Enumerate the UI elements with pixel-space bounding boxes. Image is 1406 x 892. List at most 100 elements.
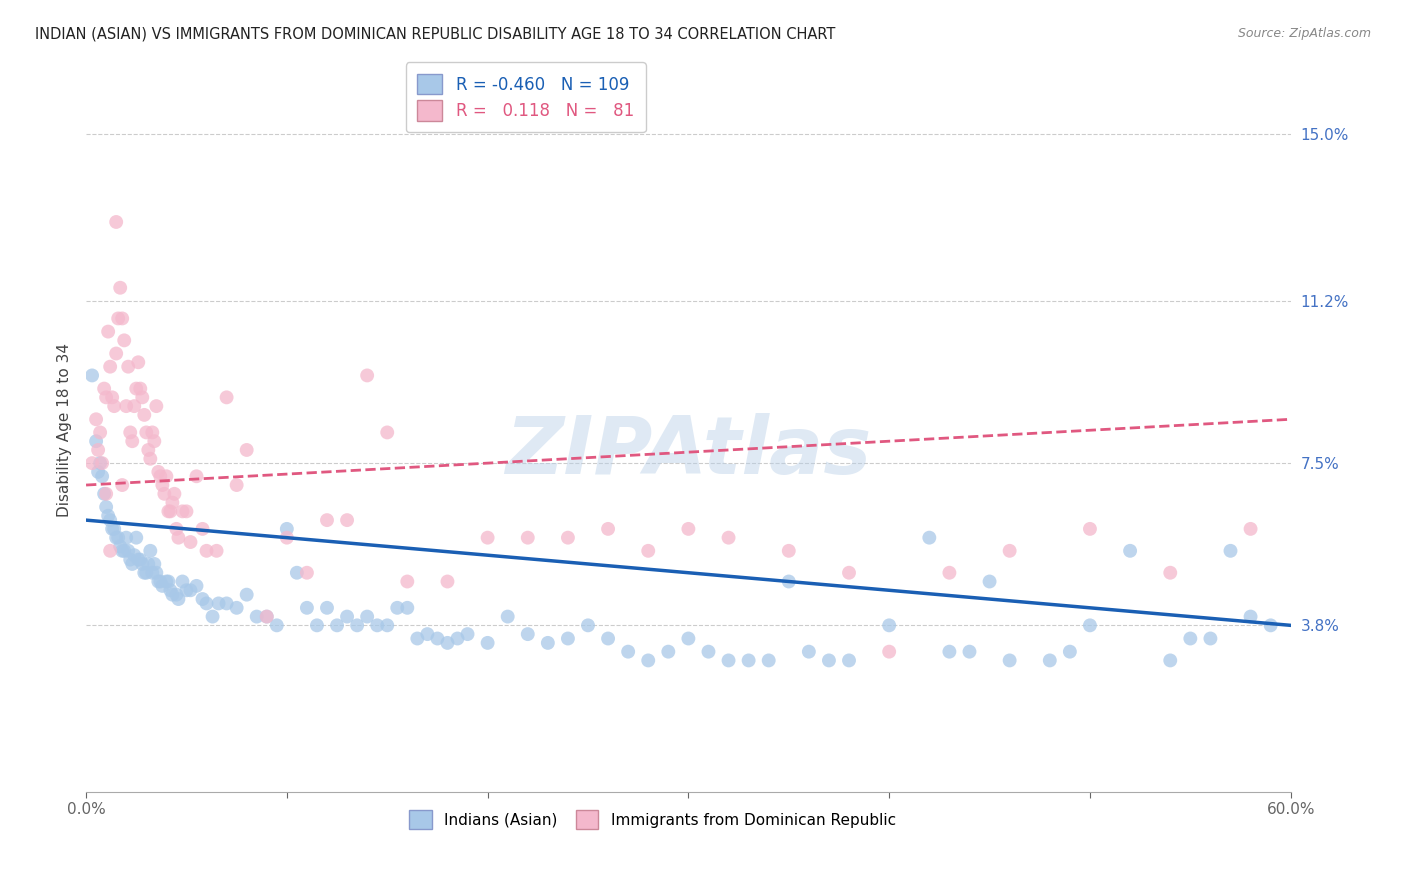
Text: INDIAN (ASIAN) VS IMMIGRANTS FROM DOMINICAN REPUBLIC DISABILITY AGE 18 TO 34 COR: INDIAN (ASIAN) VS IMMIGRANTS FROM DOMINI…: [35, 27, 835, 42]
Point: [148, 465, 170, 479]
Point: [135, 425, 157, 440]
Point: [94, 390, 117, 404]
Point: [139, 544, 162, 558]
Point: [143, 557, 166, 571]
Point: [149, 469, 172, 483]
Point: [316, 513, 339, 527]
Point: [122, 548, 145, 562]
Point: [150, 478, 173, 492]
Point: [557, 632, 579, 646]
Point: [93, 487, 115, 501]
Point: [406, 632, 429, 646]
Point: [205, 544, 228, 558]
Point: [1078, 522, 1101, 536]
Point: [125, 531, 148, 545]
Point: [143, 434, 166, 449]
Point: [356, 609, 378, 624]
Point: [838, 566, 860, 580]
Point: [155, 469, 177, 483]
Point: [157, 574, 180, 589]
Point: [877, 645, 900, 659]
Point: [215, 596, 238, 610]
Point: [336, 609, 359, 624]
Point: [201, 609, 224, 624]
Point: [121, 557, 143, 571]
Point: [98, 359, 121, 374]
Point: [148, 574, 170, 589]
Point: [179, 535, 201, 549]
Point: [112, 544, 135, 558]
Text: Source: ZipAtlas.com: Source: ZipAtlas.com: [1237, 27, 1371, 40]
Point: [111, 311, 134, 326]
Point: [295, 566, 318, 580]
Point: [998, 544, 1021, 558]
Point: [165, 588, 187, 602]
Point: [356, 368, 378, 383]
Point: [758, 653, 780, 667]
Point: [1239, 609, 1261, 624]
Point: [195, 544, 218, 558]
Point: [938, 566, 960, 580]
Point: [127, 355, 149, 369]
Point: [117, 359, 139, 374]
Point: [105, 346, 128, 360]
Point: [446, 632, 468, 646]
Point: [179, 583, 201, 598]
Point: [225, 600, 247, 615]
Point: [778, 574, 800, 589]
Point: [84, 434, 107, 449]
Point: [115, 531, 138, 545]
Point: [135, 566, 157, 580]
Point: [80, 368, 103, 383]
Point: [91, 469, 114, 483]
Point: [136, 442, 159, 457]
Point: [105, 215, 128, 229]
Point: [207, 596, 229, 610]
Point: [938, 645, 960, 659]
Point: [93, 382, 115, 396]
Point: [129, 382, 152, 396]
Point: [112, 334, 135, 348]
Point: [918, 531, 941, 545]
Point: [89, 425, 111, 440]
Point: [387, 600, 409, 615]
Point: [176, 583, 198, 598]
Point: [678, 522, 700, 536]
Point: [186, 579, 208, 593]
Point: [617, 645, 640, 659]
Point: [163, 487, 186, 501]
Point: [998, 653, 1021, 667]
Point: [477, 636, 499, 650]
Point: [157, 504, 180, 518]
Point: [375, 618, 398, 632]
Legend: Indians (Asian), Immigrants from Dominican Republic: Indians (Asian), Immigrants from Dominic…: [402, 804, 901, 835]
Point: [176, 504, 198, 518]
Point: [596, 632, 619, 646]
Point: [97, 325, 120, 339]
Point: [141, 425, 163, 440]
Point: [186, 469, 208, 483]
Point: [266, 618, 288, 632]
Point: [576, 618, 599, 632]
Point: [305, 618, 328, 632]
Point: [101, 522, 124, 536]
Point: [107, 531, 129, 545]
Y-axis label: Disability Age 18 to 34: Disability Age 18 to 34: [58, 343, 72, 517]
Point: [122, 399, 145, 413]
Point: [134, 408, 156, 422]
Point: [276, 522, 298, 536]
Point: [125, 382, 148, 396]
Point: [496, 609, 519, 624]
Point: [98, 544, 121, 558]
Point: [145, 566, 167, 580]
Point: [818, 653, 841, 667]
Point: [596, 522, 619, 536]
Point: [145, 399, 167, 413]
Point: [162, 495, 184, 509]
Point: [1078, 618, 1101, 632]
Point: [1159, 653, 1181, 667]
Point: [191, 522, 214, 536]
Point: [98, 513, 121, 527]
Point: [120, 425, 142, 440]
Point: [167, 531, 190, 545]
